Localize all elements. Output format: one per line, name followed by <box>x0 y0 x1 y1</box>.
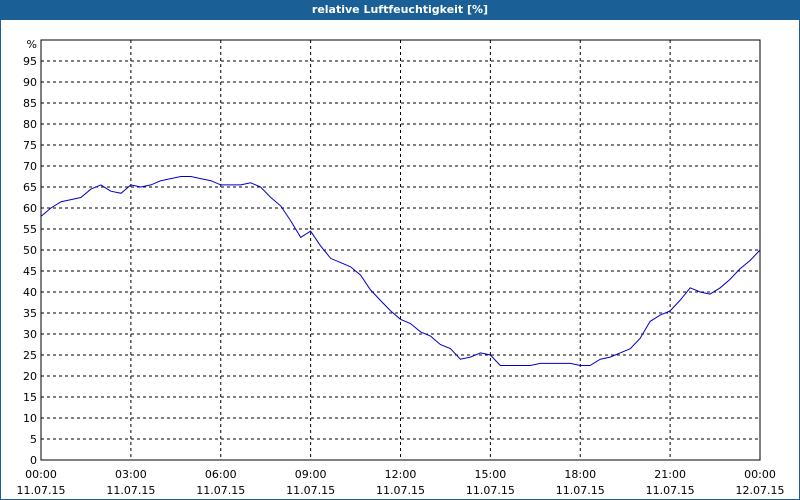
y-tick-label: 95 <box>23 55 37 68</box>
x-tick-time-label: 21:00 <box>654 468 686 481</box>
y-tick-label: 5 <box>30 433 37 446</box>
x-axis-ticks: 00:00 11.07.15 03:00 11.07.15 06:00 11.07.15 0… <box>17 468 785 497</box>
y-tick-label: 45 <box>23 265 37 278</box>
y-tick-label: 30 <box>23 328 37 341</box>
x-tick-date-label: 11.07.15 <box>556 484 605 497</box>
humidity-series-line <box>40 176 761 366</box>
x-tick-time-label: 12:00 <box>385 468 417 481</box>
y-tick-label: 10 <box>23 412 37 425</box>
grid-lines <box>41 40 760 460</box>
y-tick-label: 15 <box>23 391 37 404</box>
x-tick-date-label: 11.07.15 <box>376 484 425 497</box>
series-group <box>40 176 761 366</box>
y-tick-label: 85 <box>23 97 37 110</box>
y-tick-label: 90 <box>23 76 37 89</box>
x-tick-time-label: 09:00 <box>295 468 327 481</box>
x-tick-date-label: 11.07.15 <box>17 484 66 497</box>
y-tick-label: 65 <box>23 181 37 194</box>
x-tick-date-label: 11.07.15 <box>466 484 515 497</box>
y-tick-label: 20 <box>23 370 37 383</box>
y-tick-label: 75 <box>23 139 37 152</box>
x-tick-date-label: 11.07.15 <box>106 484 155 497</box>
x-tick-time-label: 06:00 <box>205 468 237 481</box>
y-tick-label: 70 <box>23 160 37 173</box>
y-tick-label: 35 <box>23 307 37 320</box>
y-tick-label: 55 <box>23 223 37 236</box>
x-tick-date-label: 11.07.15 <box>646 484 695 497</box>
y-tick-label: 80 <box>23 118 37 131</box>
x-tick-time-label: 15:00 <box>475 468 507 481</box>
x-tick-date-label: 12.07.15 <box>736 484 785 497</box>
x-tick-date-label: 11.07.15 <box>196 484 245 497</box>
y-tick-label: 50 <box>23 244 37 257</box>
x-tick-time-label: 00:00 <box>744 468 776 481</box>
x-tick-date-label: 11.07.15 <box>286 484 335 497</box>
x-tick-time-label: 03:00 <box>115 468 147 481</box>
humidity-line-chart: 0 5 10 15 20 25 30 35 40 45 50 55 60 65 70 75 80 85 90 95 0… <box>17 38 785 497</box>
y-tick-label: 0 <box>30 454 37 467</box>
x-tick-time-label: 18:00 <box>564 468 596 481</box>
x-tick-time-label: 00:00 <box>25 468 57 481</box>
y-axis-label: % <box>27 38 37 51</box>
chart-title: relative Luftfeuchtigkeit [%] <box>0 0 800 20</box>
y-tick-label: 25 <box>23 349 37 362</box>
y-axis-ticks: 0 5 10 15 20 25 30 35 40 45 50 55 60 65 70 75 80 85 90 95 <box>23 55 37 467</box>
y-tick-label: 40 <box>23 286 37 299</box>
y-tick-label: 60 <box>23 202 37 215</box>
